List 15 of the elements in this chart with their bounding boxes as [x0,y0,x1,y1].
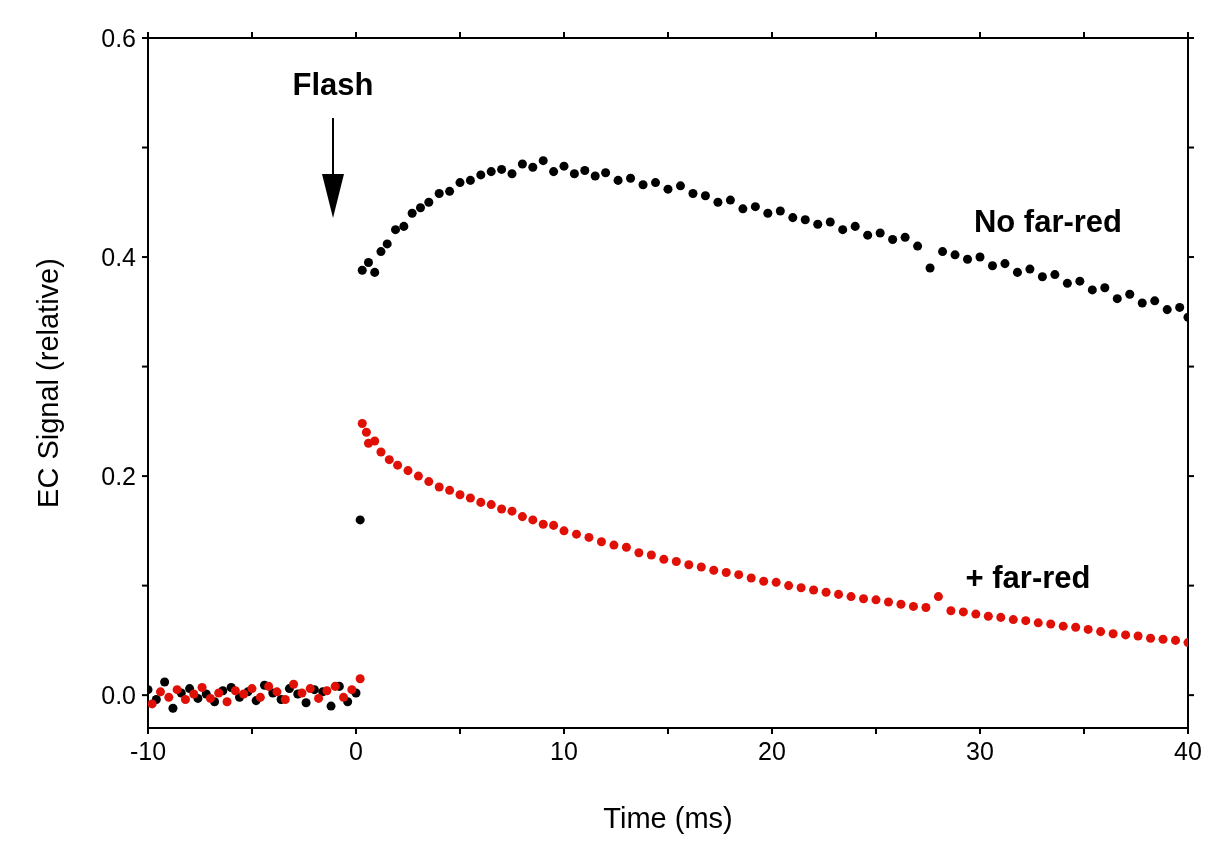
series-label: + far-red [965,559,1091,595]
y-axis-title: EC Signal (relative) [32,258,65,508]
x-tick-label: 40 [1174,737,1202,765]
x-axis-title: Time (ms) [603,802,733,834]
annotation: Flash [292,67,374,102]
series-label: No far-red [973,204,1123,240]
y-tick-label: 0.0 [101,681,136,710]
y-tick-label: 0.2 [101,462,136,491]
x-tick-label: 0 [349,737,363,765]
y-tick-label: 0.4 [101,243,137,272]
x-tick-label: -10 [129,737,167,765]
x-tick-label: 10 [550,737,578,765]
x-tick-label: 20 [758,737,786,765]
y-tick-label: 0.6 [101,24,136,52]
x-tick-label: 30 [966,737,994,765]
